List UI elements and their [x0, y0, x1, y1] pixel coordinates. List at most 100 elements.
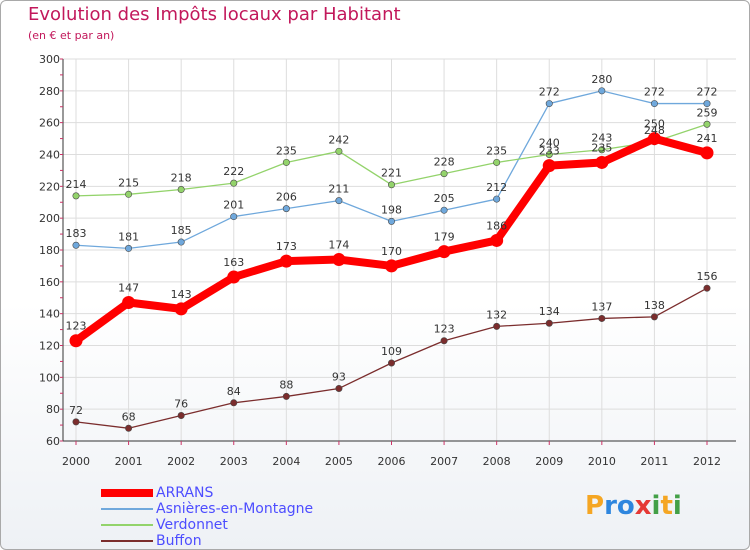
legend-item-buffon: Buffon: [101, 533, 313, 549]
x-tick-label: 2011: [640, 455, 668, 468]
data-point-buffon: [440, 337, 448, 345]
data-point-asnieres-en-montagne: [545, 100, 553, 108]
data-label-buffon: 88: [279, 378, 293, 391]
data-label-arrans: 170: [381, 245, 402, 258]
data-point-buffon: [545, 319, 553, 327]
y-tick-label: 260: [39, 117, 60, 130]
x-tick-label: 2000: [62, 455, 90, 468]
data-label-buffon: 138: [644, 299, 665, 312]
data-point-verdonnet: [335, 147, 343, 155]
chart-subtitle: (en € et par an): [28, 29, 115, 42]
logo-letter: r: [604, 491, 617, 521]
data-point-verdonnet: [230, 179, 238, 187]
data-label-buffon: 123: [434, 323, 455, 336]
data-point-arrans: [279, 254, 293, 268]
data-label-verdonnet: 218: [171, 172, 192, 185]
data-label-asnieres-en-montagne: 272: [644, 86, 665, 99]
data-label-arrans: 179: [434, 231, 455, 244]
data-point-asnieres-en-montagne: [387, 217, 395, 225]
y-tick-label: 300: [39, 53, 60, 66]
legend-swatch-verdonnet: [101, 524, 153, 526]
data-point-buffon: [598, 314, 606, 322]
logo-letter: o: [616, 491, 635, 521]
y-tick-label: 280: [39, 85, 60, 98]
data-label-arrans: 250: [644, 118, 665, 131]
data-label-asnieres-en-montagne: 198: [381, 203, 402, 216]
data-label-asnieres-en-montagne: 272: [539, 86, 560, 99]
y-tick-label: 100: [39, 371, 60, 384]
data-label-arrans: 233: [539, 145, 560, 158]
data-point-verdonnet: [493, 158, 501, 166]
data-point-asnieres-en-montagne: [125, 244, 133, 252]
data-label-buffon: 76: [174, 398, 188, 411]
data-point-verdonnet: [545, 151, 553, 159]
logo-letter: P: [585, 491, 605, 521]
data-point-verdonnet: [72, 192, 80, 200]
data-label-arrans: 147: [118, 282, 139, 295]
data-label-arrans: 173: [276, 240, 297, 253]
data-point-arrans: [122, 296, 136, 310]
data-point-buffon: [650, 313, 658, 321]
legend-label: Verdonnet: [156, 517, 228, 533]
x-tick-label: 2006: [378, 455, 406, 468]
data-point-buffon: [72, 418, 80, 426]
legend-swatch-asnieres-en-montagne: [101, 508, 153, 510]
data-point-buffon: [230, 399, 238, 407]
data-point-asnieres-en-montagne: [230, 213, 238, 221]
data-point-arrans: [174, 302, 188, 316]
data-point-asnieres-en-montagne: [493, 195, 501, 203]
data-label-buffon: 68: [122, 410, 136, 423]
data-point-verdonnet: [440, 170, 448, 178]
data-point-buffon: [387, 359, 395, 367]
x-tick-label: 2008: [483, 455, 511, 468]
data-label-buffon: 109: [381, 345, 402, 358]
data-point-verdonnet: [703, 120, 711, 128]
legend-swatch-buffon: [101, 540, 153, 542]
y-tick-label: 220: [39, 180, 60, 193]
data-point-arrans: [437, 245, 451, 259]
data-point-arrans: [647, 132, 661, 146]
data-label-asnieres-en-montagne: 211: [328, 183, 349, 196]
x-tick-label: 2004: [272, 455, 300, 468]
data-point-buffon: [335, 384, 343, 392]
data-point-arrans: [595, 155, 609, 169]
data-point-arrans: [69, 334, 83, 348]
data-point-asnieres-en-montagne: [598, 87, 606, 95]
data-point-buffon: [125, 424, 133, 432]
data-point-asnieres-en-montagne: [650, 100, 658, 108]
data-label-arrans: 186: [486, 219, 507, 232]
data-label-arrans: 235: [591, 141, 612, 154]
data-point-verdonnet: [177, 186, 185, 194]
data-label-buffon: 72: [69, 404, 83, 417]
data-label-asnieres-en-montagne: 280: [591, 73, 612, 86]
legend-label: Buffon: [156, 533, 202, 549]
data-point-verdonnet: [125, 190, 133, 198]
data-label-asnieres-en-montagne: 212: [486, 181, 507, 194]
logo-letter: i: [651, 491, 661, 521]
x-tick-label: 2002: [167, 455, 195, 468]
data-point-asnieres-en-montagne: [440, 206, 448, 214]
data-label-verdonnet: 228: [434, 156, 455, 169]
y-tick-label: 180: [39, 244, 60, 257]
data-label-arrans: 143: [171, 288, 192, 301]
logo-letter: x: [634, 491, 652, 521]
x-tick-label: 2009: [535, 455, 563, 468]
data-label-buffon: 132: [486, 308, 507, 321]
x-tick-label: 2007: [430, 455, 458, 468]
data-label-buffon: 134: [539, 305, 560, 318]
y-tick-label: 140: [39, 308, 60, 321]
data-label-verdonnet: 235: [276, 144, 297, 157]
data-label-verdonnet: 242: [328, 133, 349, 146]
legend-swatch-arrans: [101, 489, 153, 497]
data-point-arrans: [385, 259, 398, 273]
x-tick-label: 2005: [325, 455, 353, 468]
data-point-buffon: [493, 322, 501, 330]
data-label-verdonnet: 243: [591, 132, 612, 145]
y-tick-label: 120: [39, 340, 60, 353]
legend-label: ARRANS: [156, 485, 214, 501]
data-point-verdonnet: [282, 158, 290, 166]
data-label-arrans: 174: [328, 239, 349, 252]
data-label-verdonnet: 222: [223, 165, 244, 178]
data-label-verdonnet: 214: [66, 178, 87, 191]
